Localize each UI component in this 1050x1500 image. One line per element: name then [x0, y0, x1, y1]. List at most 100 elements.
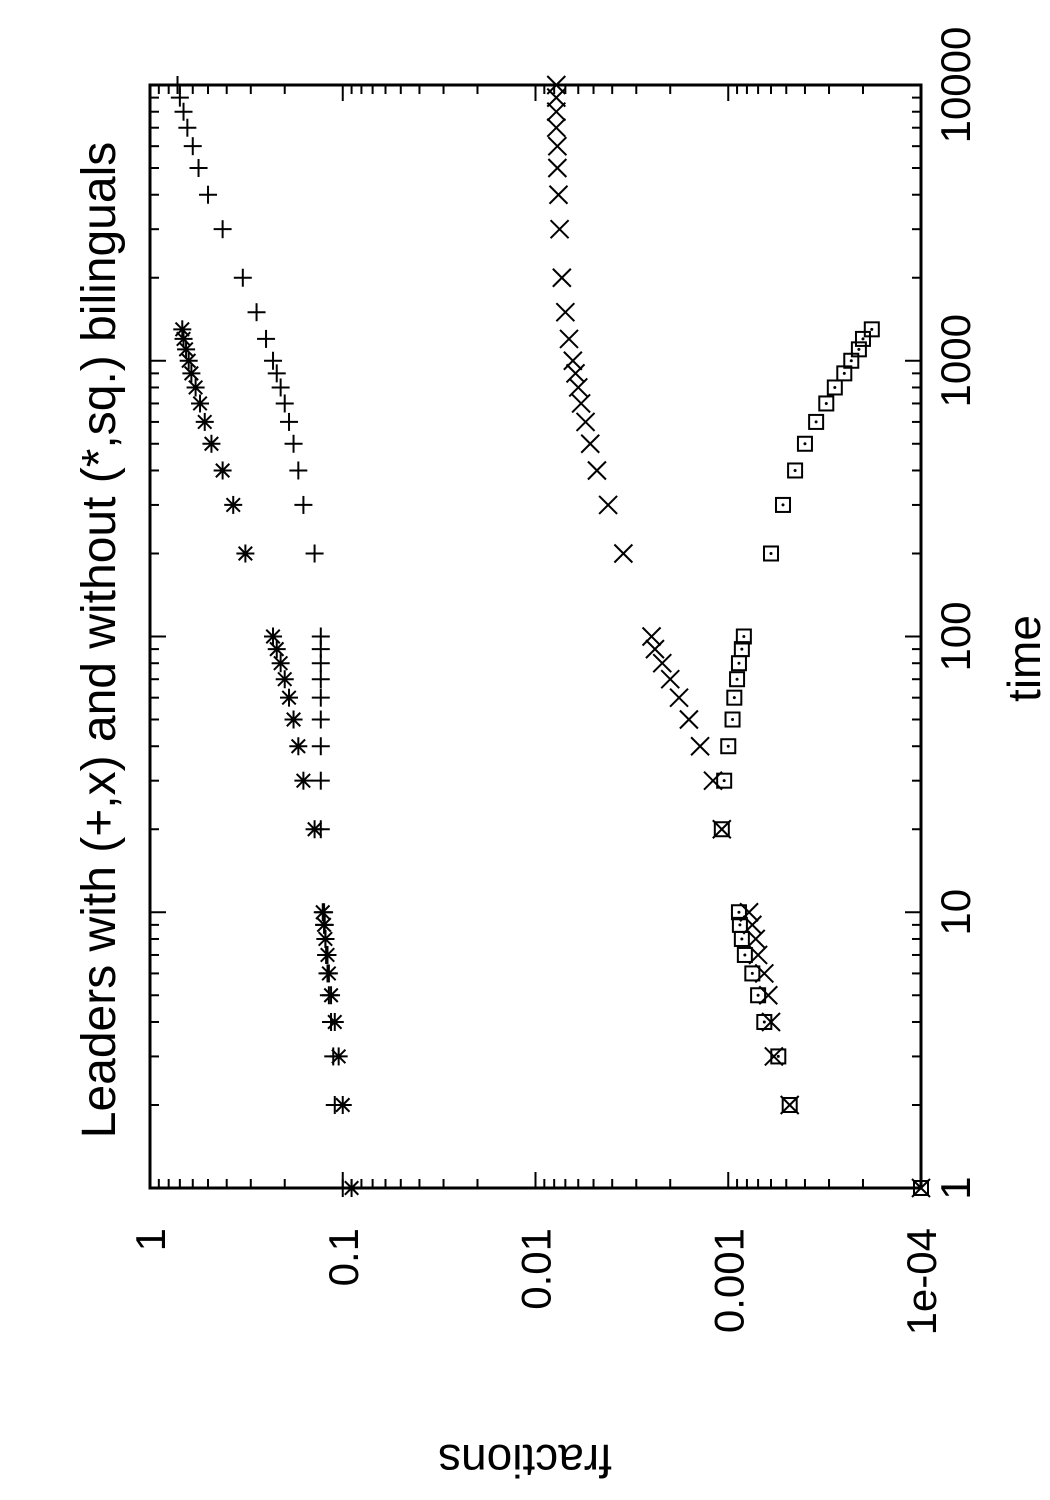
- point-plus: [267, 364, 286, 383]
- point-dotted-square: [854, 330, 871, 347]
- point-star: [186, 378, 205, 397]
- point-cross: [559, 329, 579, 349]
- point-star: [325, 1012, 344, 1031]
- marker-dot: [740, 937, 744, 941]
- marker-stroke: [854, 330, 871, 347]
- marker-stroke: [726, 689, 743, 706]
- y-tick-label: 0.01: [513, 1228, 560, 1310]
- point-cross: [580, 434, 600, 454]
- marker-stroke: [174, 321, 190, 337]
- point-dotted-square: [750, 987, 767, 1004]
- point-cross: [549, 219, 570, 239]
- marker-stroke: [565, 363, 586, 384]
- marker-stroke: [277, 671, 293, 687]
- marker-stroke: [215, 463, 231, 478]
- marker-stroke: [315, 904, 331, 920]
- marker-stroke: [763, 545, 780, 562]
- point-dotted-square: [733, 930, 750, 947]
- marker-dot: [740, 647, 744, 651]
- point-star: [333, 1095, 352, 1114]
- point-plus: [189, 159, 208, 178]
- marker-stroke: [335, 1097, 351, 1113]
- marker-dot: [842, 371, 846, 375]
- point-star: [191, 394, 210, 413]
- point-plus: [305, 544, 324, 563]
- point-dotted-square: [818, 395, 835, 412]
- marker-dot: [793, 468, 797, 472]
- marker-stroke: [796, 435, 813, 452]
- point-cross: [669, 687, 689, 708]
- point-star: [318, 945, 337, 964]
- point-dotted-square: [863, 321, 880, 338]
- marker-dot: [762, 1020, 766, 1024]
- point-plus: [311, 627, 330, 646]
- point-cross: [571, 393, 591, 414]
- point-cross: [555, 302, 576, 322]
- point-dotted-square: [729, 671, 746, 688]
- point-dotted-square: [716, 772, 733, 789]
- y-tick-label: 1e-04: [898, 1228, 945, 1335]
- point-cross: [575, 412, 596, 432]
- marker-stroke: [281, 690, 297, 706]
- point-cross: [645, 639, 665, 659]
- marker-stroke: [808, 413, 825, 430]
- marker-stroke: [669, 687, 689, 708]
- point-star: [213, 461, 232, 480]
- marker-stroke: [736, 946, 753, 963]
- point-dotted-square: [736, 946, 753, 963]
- point-plus: [280, 412, 299, 431]
- marker-dot: [814, 420, 818, 424]
- x-tick-label: 100: [932, 601, 979, 671]
- point-star: [280, 688, 299, 707]
- point-dotted-square: [774, 496, 791, 513]
- point-plus: [294, 495, 313, 514]
- point-dotted-square: [808, 413, 825, 430]
- marker-stroke: [756, 1013, 773, 1030]
- point-cross: [613, 543, 634, 564]
- point-star: [315, 915, 334, 934]
- marker-stroke: [188, 380, 204, 395]
- marker-stroke: [273, 655, 289, 671]
- point-cross: [652, 653, 672, 673]
- x-tick-label: 10000: [932, 27, 979, 144]
- marker-stroke: [580, 434, 600, 454]
- marker-stroke: [181, 353, 197, 369]
- point-plus: [311, 688, 330, 707]
- point-star: [179, 351, 198, 370]
- marker-dot: [769, 551, 773, 555]
- point-star: [294, 771, 313, 790]
- marker-stroke: [286, 712, 302, 727]
- point-star: [305, 820, 324, 839]
- point-plus: [289, 461, 308, 480]
- marker-dot: [750, 971, 754, 975]
- marker-stroke: [716, 772, 733, 789]
- marker-stroke: [320, 947, 335, 963]
- marker-stroke: [679, 709, 699, 730]
- point-plus: [311, 710, 330, 729]
- marker-stroke: [290, 738, 306, 754]
- data-points-layer: [168, 75, 931, 1198]
- marker-stroke: [863, 321, 880, 338]
- point-dotted-square: [913, 1180, 929, 1196]
- marker-stroke: [571, 393, 591, 414]
- marker-stroke: [269, 641, 285, 657]
- marker-stroke: [735, 628, 752, 645]
- marker-dot: [776, 1054, 780, 1058]
- point-plus: [170, 88, 189, 107]
- point-dotted-square: [724, 711, 741, 728]
- point-plus: [271, 378, 290, 397]
- marker-stroke: [546, 118, 567, 138]
- marker-dot: [919, 1186, 923, 1190]
- marker-stroke: [321, 965, 337, 981]
- marker-stroke: [724, 711, 741, 728]
- marker-stroke: [744, 965, 761, 982]
- marker-stroke: [316, 917, 332, 933]
- marker-stroke: [225, 497, 241, 513]
- marker-stroke: [203, 436, 219, 452]
- marker-stroke: [548, 185, 569, 205]
- marker-dot: [849, 359, 853, 363]
- point-plus: [311, 670, 330, 689]
- marker-stroke: [774, 496, 791, 513]
- marker-stroke: [645, 639, 665, 659]
- point-plus: [213, 220, 232, 239]
